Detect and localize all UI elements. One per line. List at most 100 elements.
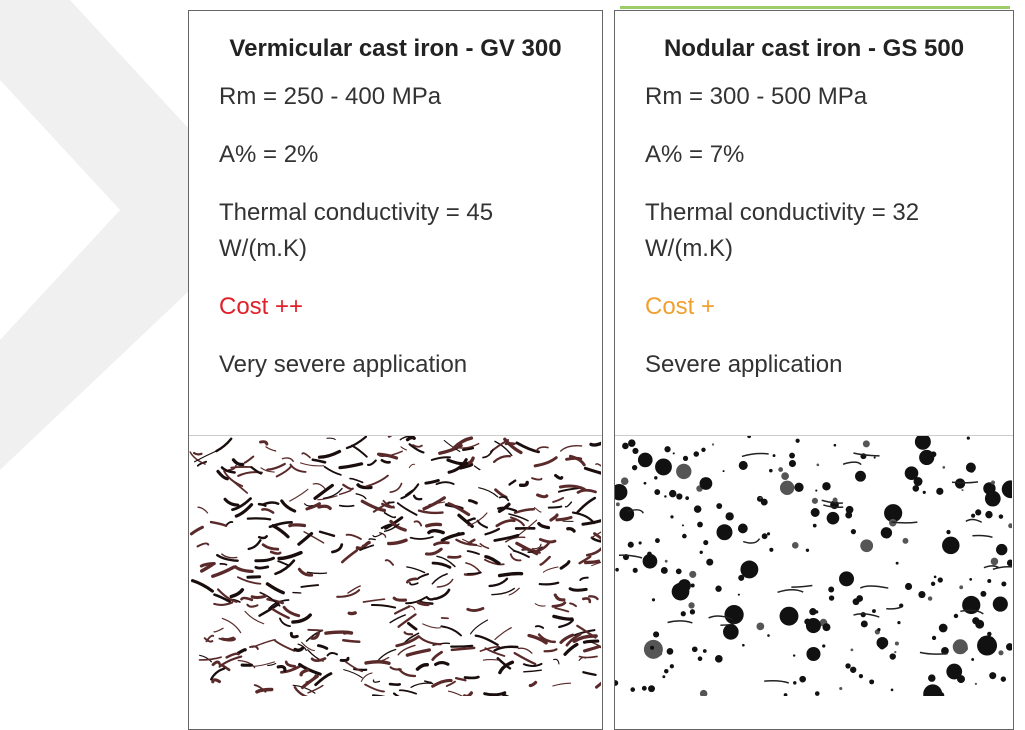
graphite-nodule bbox=[860, 539, 873, 552]
graphite-flake bbox=[242, 598, 252, 600]
graphite-flake bbox=[231, 467, 250, 468]
graphite-nodule bbox=[877, 637, 889, 649]
graphite-flake bbox=[327, 438, 335, 439]
graphite-nodule bbox=[621, 477, 629, 485]
graphite-nodule bbox=[987, 579, 991, 583]
page: Vermicular cast iron - GV 300 Rm = 250 -… bbox=[0, 0, 1025, 707]
graphite-flake bbox=[585, 647, 599, 651]
graphite-flake bbox=[554, 616, 572, 619]
graphite-flake bbox=[372, 605, 395, 608]
graphite-nodule bbox=[918, 591, 925, 598]
graphite-nodule bbox=[689, 571, 696, 578]
graphite-nodule bbox=[762, 533, 768, 539]
graphite-flake bbox=[347, 437, 366, 448]
graphite-flake bbox=[530, 683, 535, 686]
graphite-flake bbox=[388, 502, 394, 504]
graphite-flake bbox=[220, 564, 226, 565]
graphite-flake bbox=[256, 558, 274, 561]
graphite-flake bbox=[470, 620, 487, 634]
graphite-flake bbox=[415, 521, 422, 525]
graphite-nodule bbox=[851, 648, 854, 651]
graphite-flake bbox=[216, 439, 231, 451]
graphite-flake bbox=[259, 536, 267, 538]
graphite-nodule bbox=[915, 436, 931, 450]
graphite-nodule bbox=[829, 595, 834, 600]
graphite-flake bbox=[791, 586, 812, 588]
graphite-flake bbox=[778, 590, 804, 593]
graphite-nodule bbox=[811, 508, 820, 517]
graphite-flake bbox=[417, 665, 427, 669]
graphite-nodule bbox=[688, 602, 694, 608]
graphite-nodule bbox=[998, 650, 1003, 655]
graphite-nodule bbox=[897, 621, 900, 624]
graphite-nodule bbox=[756, 622, 764, 630]
graphite-nodule bbox=[716, 503, 722, 509]
graphite-nodule bbox=[855, 471, 866, 482]
graphite-flake bbox=[425, 681, 431, 682]
graphite-nodule bbox=[912, 485, 919, 492]
graphite-nodule bbox=[685, 496, 689, 500]
graphite-flake bbox=[427, 597, 435, 599]
graphite-nodule bbox=[781, 472, 789, 480]
graphite-flake bbox=[853, 614, 879, 617]
graphite-nodule bbox=[633, 568, 638, 573]
graphite-nodule bbox=[1006, 643, 1012, 650]
graphite-flake bbox=[253, 640, 276, 648]
graphite-flake bbox=[238, 650, 245, 653]
graphite-flake bbox=[591, 442, 601, 445]
graphite-nodule bbox=[961, 489, 963, 491]
graphite-flake bbox=[199, 657, 221, 660]
graphite-flake bbox=[891, 522, 917, 523]
cost: Cost ++ bbox=[219, 289, 572, 325]
graphite-flake bbox=[394, 598, 405, 600]
graphite-flake bbox=[436, 663, 448, 665]
graphite-nodule bbox=[985, 511, 992, 518]
graphite-flake bbox=[476, 636, 498, 645]
graphite-nodule bbox=[784, 693, 788, 696]
graphite-nodule bbox=[639, 541, 642, 544]
graphite-flake bbox=[361, 673, 372, 682]
graphite-nodule bbox=[667, 648, 674, 655]
graphite-nodule bbox=[628, 542, 634, 548]
graphite-flake bbox=[290, 489, 308, 501]
graphite-nodule bbox=[703, 649, 707, 653]
strength: Rm = 300 - 500 MPa bbox=[645, 79, 983, 115]
graphite-nodule bbox=[654, 476, 657, 479]
graphite-flake bbox=[468, 573, 481, 574]
graphite-flake bbox=[540, 539, 555, 541]
graphite-nodule bbox=[928, 596, 932, 600]
graphite-flake bbox=[278, 667, 285, 671]
graphite-nodule bbox=[767, 634, 770, 637]
graphite-nodule bbox=[676, 568, 682, 574]
graphite-nodule bbox=[877, 628, 880, 631]
graphite-flake bbox=[426, 549, 441, 554]
graphite-flake bbox=[466, 563, 481, 573]
graphite-flake bbox=[584, 641, 597, 642]
graphite-flake bbox=[290, 525, 305, 526]
graphite-nodule bbox=[778, 467, 783, 472]
graphite-flake bbox=[409, 464, 414, 467]
graphite-flake bbox=[585, 468, 601, 473]
graphite-flake bbox=[539, 524, 548, 528]
graphite-flake bbox=[509, 546, 514, 550]
graphite-nodule bbox=[769, 469, 773, 473]
graphite-nodule bbox=[967, 436, 970, 439]
elongation: A% = 2% bbox=[219, 137, 572, 173]
graphite-flake bbox=[407, 650, 429, 655]
graphite-nodule bbox=[817, 464, 820, 467]
strength: Rm = 250 - 400 MPa bbox=[219, 79, 572, 115]
graphite-flake bbox=[325, 467, 341, 475]
graphite-flake bbox=[545, 649, 557, 651]
graphite-nodule bbox=[789, 453, 795, 459]
graphite-nodule bbox=[894, 651, 896, 653]
graphite-nodule bbox=[812, 498, 818, 504]
graphite-flake bbox=[554, 659, 559, 664]
graphite-nodule bbox=[822, 644, 825, 647]
graphite-nodule bbox=[815, 691, 820, 696]
graphite-flake bbox=[419, 636, 441, 644]
graphite-nodule bbox=[999, 514, 1003, 518]
graphite-flake bbox=[432, 574, 447, 584]
graphite-nodule bbox=[903, 538, 909, 544]
graphite-flake bbox=[469, 501, 476, 503]
graphite-nodule bbox=[712, 443, 714, 445]
